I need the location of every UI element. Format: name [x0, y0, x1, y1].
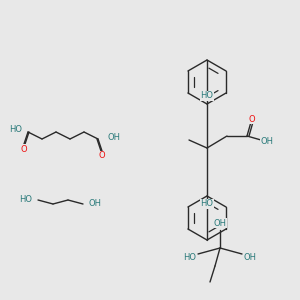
Text: OH: OH — [88, 200, 101, 208]
Text: HO: HO — [10, 125, 22, 134]
Text: O: O — [249, 115, 255, 124]
Text: OH: OH — [260, 137, 274, 146]
Text: OH: OH — [244, 253, 256, 262]
Text: HO: HO — [200, 92, 214, 100]
Text: O: O — [21, 145, 27, 154]
Text: O: O — [99, 152, 105, 160]
Text: HO: HO — [184, 253, 196, 262]
Text: OH: OH — [107, 133, 121, 142]
Text: HO: HO — [200, 200, 214, 208]
Text: HO: HO — [20, 196, 32, 205]
Text: OH: OH — [214, 218, 226, 227]
